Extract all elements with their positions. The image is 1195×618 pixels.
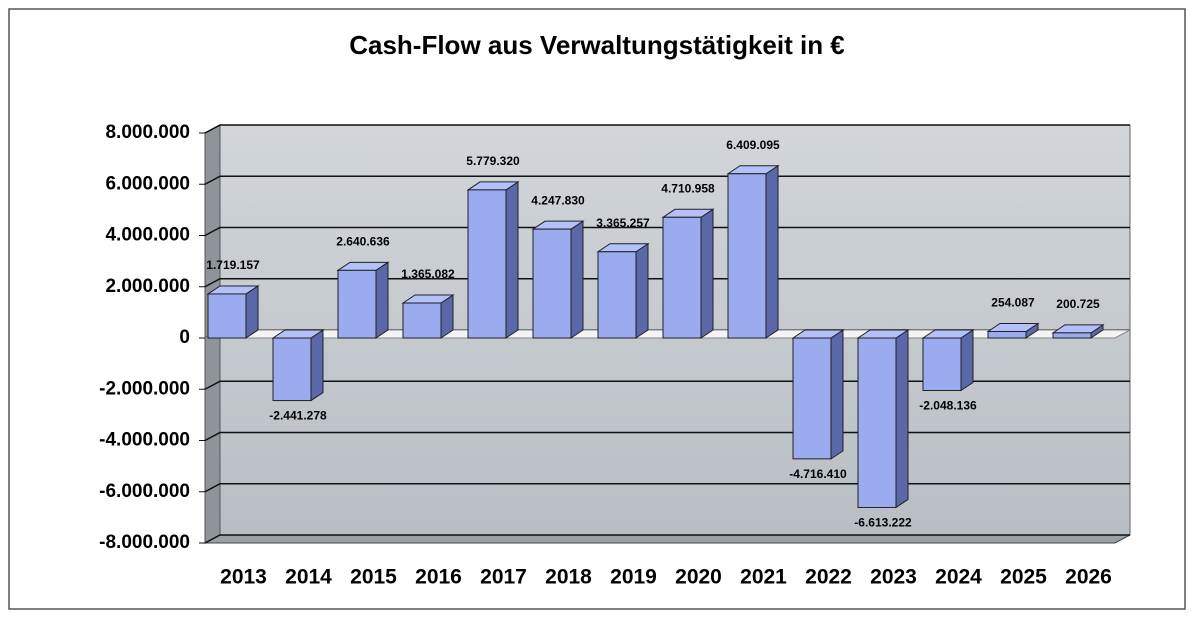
- bar: [987, 330, 1027, 339]
- grid-line: [204, 534, 1130, 544]
- x-tick-label: 2016: [415, 566, 462, 589]
- bar: [207, 293, 247, 339]
- x-tick-label: 2017: [480, 566, 527, 589]
- bar-side: [635, 242, 649, 339]
- bar: [532, 228, 572, 339]
- bar: [1052, 332, 1092, 339]
- value-label: -2.048.136: [919, 399, 977, 413]
- y-tick-label: 4.000.000: [105, 225, 190, 246]
- y-tick-label: 0: [179, 327, 190, 348]
- value-label: 4.247.830: [531, 193, 585, 207]
- bar-side: [245, 285, 259, 339]
- bar: [402, 302, 442, 339]
- x-tick-label: 2024: [935, 566, 982, 589]
- x-tick-label: 2015: [350, 566, 397, 589]
- y-tick-label: -4.000.000: [99, 430, 190, 451]
- x-tick-label: 2013: [220, 566, 267, 589]
- value-label: 254.087: [991, 296, 1035, 310]
- y-tick-label: -8.000.000: [99, 532, 190, 553]
- grid-line: [204, 278, 1130, 288]
- value-label: -4.716.410: [789, 467, 847, 481]
- y-tick-label: -2.000.000: [99, 378, 190, 399]
- bar-side: [310, 329, 324, 402]
- x-tick-label: 2018: [545, 566, 592, 589]
- value-label: 5.779.320: [466, 154, 520, 168]
- value-label: -6.613.222: [854, 516, 912, 530]
- bar-side: [765, 164, 779, 339]
- bar: [857, 337, 897, 508]
- bar-side: [375, 261, 389, 339]
- x-tick-label: 2014: [285, 566, 332, 589]
- grid-line: [204, 124, 1130, 134]
- value-label: 2.640.636: [336, 235, 390, 249]
- value-label: 1.365.082: [401, 267, 455, 281]
- bar: [792, 337, 832, 460]
- x-tick-label: 2023: [870, 566, 917, 589]
- bar-side: [700, 208, 714, 339]
- y-tick-label: 8.000.000: [105, 122, 190, 143]
- bar-side: [505, 180, 519, 339]
- bar: [922, 337, 962, 391]
- value-label: 3.365.257: [596, 216, 650, 230]
- value-label: 6.409.095: [726, 138, 780, 152]
- grid-line: [204, 483, 1130, 493]
- bar-side: [570, 220, 584, 339]
- bar-side: [830, 329, 844, 460]
- chart-title: Cash-Flow aus Verwaltungstätigkeit in €: [349, 30, 845, 60]
- grid-line: [204, 226, 1130, 237]
- grid-line: [204, 175, 1130, 185]
- bar-side: [960, 329, 974, 392]
- bar: [467, 189, 507, 339]
- x-tick-label: 2026: [1065, 566, 1112, 589]
- bar-side: [895, 329, 909, 509]
- value-label: -2.441.278: [269, 409, 327, 423]
- value-label: 200.725: [1056, 297, 1100, 311]
- y-tick-label: 2.000.000: [105, 276, 190, 297]
- x-tick-label: 2020: [675, 566, 722, 589]
- bar: [662, 216, 702, 339]
- x-tick-label: 2019: [610, 566, 657, 589]
- x-tick-label: 2025: [1000, 566, 1047, 589]
- x-tick-label: 2022: [805, 566, 852, 589]
- x-tick-label: 2021: [740, 566, 787, 589]
- value-label: 1.719.157: [206, 258, 260, 272]
- y-tick-label: 6.000.000: [105, 173, 190, 194]
- bar: [727, 173, 767, 339]
- bar: [272, 337, 312, 402]
- floor: [204, 534, 1131, 544]
- value-label: 4.710.958: [661, 181, 715, 195]
- bar: [597, 251, 637, 339]
- bar: [337, 269, 377, 339]
- y-tick-label: -6.000.000: [99, 481, 190, 502]
